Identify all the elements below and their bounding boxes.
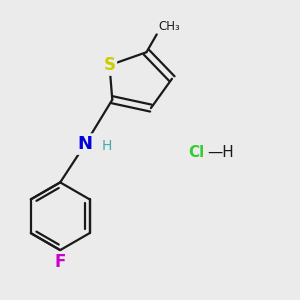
Text: S: S	[103, 56, 116, 74]
Text: Cl: Cl	[188, 146, 205, 160]
Text: N: N	[78, 135, 93, 153]
Text: F: F	[55, 253, 66, 271]
Text: CH₃: CH₃	[158, 20, 180, 33]
Text: H: H	[101, 140, 112, 154]
Text: —H: —H	[207, 146, 234, 160]
